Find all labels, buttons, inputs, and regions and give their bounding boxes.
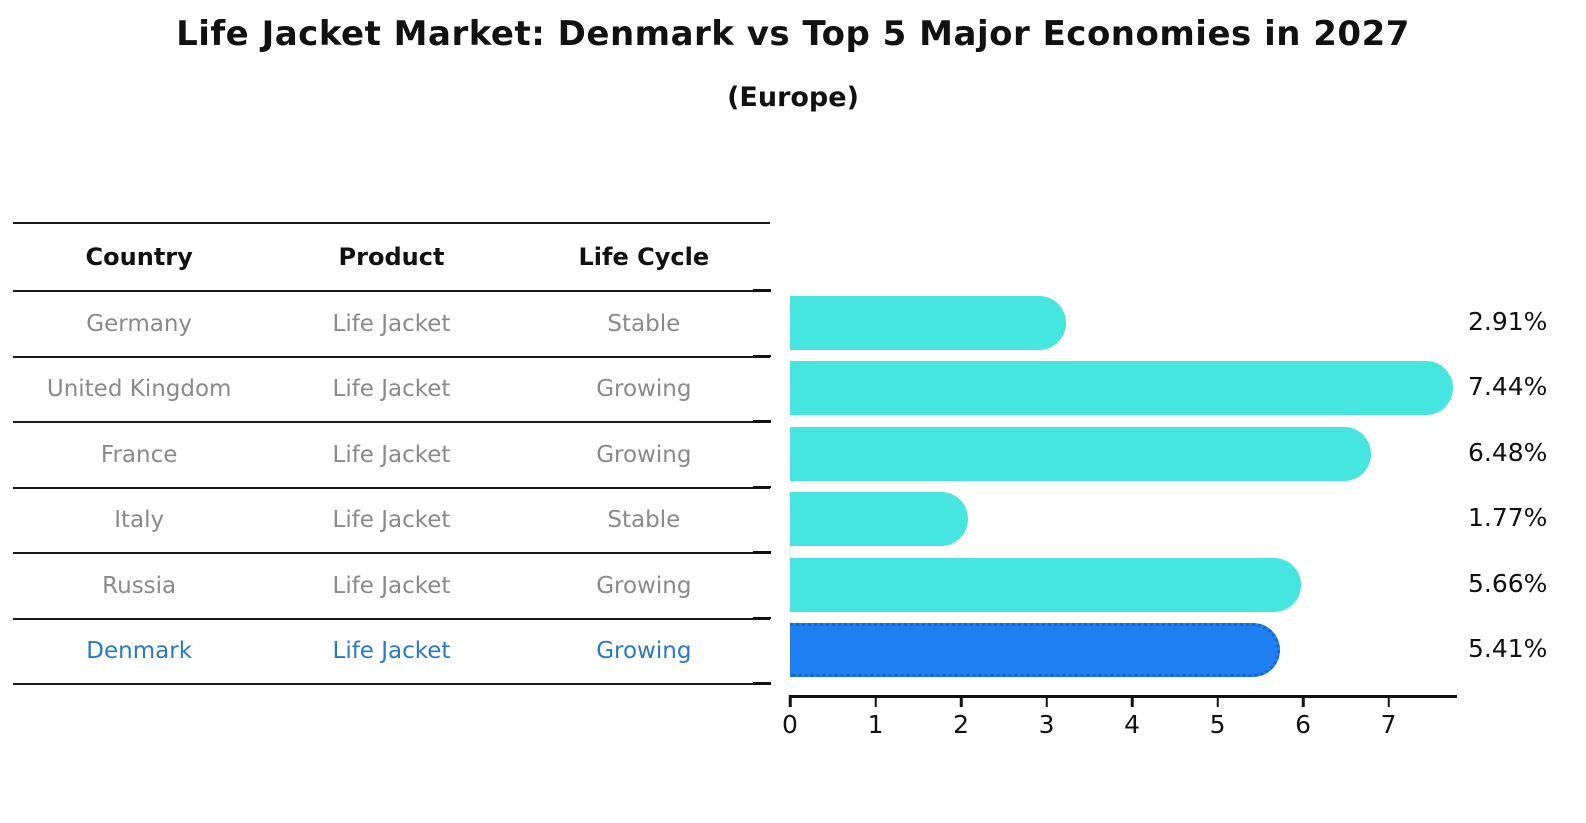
cell-country: United Kingdom xyxy=(46,376,232,403)
cell-country: Italy xyxy=(114,507,165,534)
x-axis-tick-label: 2 xyxy=(953,710,969,739)
x-axis-tick xyxy=(874,695,877,707)
cell-country: Germany xyxy=(86,310,193,337)
bar-value-label: 5.41% xyxy=(1468,634,1548,664)
column-header-lifecycle: Life Cycle xyxy=(578,243,710,271)
cell-lifecycle: Growing xyxy=(596,376,692,403)
cell-product: Life Jacket xyxy=(332,441,451,468)
cell-product: Life Jacket xyxy=(332,376,451,403)
bar-value-label: 5.66% xyxy=(1468,568,1548,598)
x-axis-tick-label: 6 xyxy=(1295,710,1312,739)
table-row: Italy Life Jacket Stable xyxy=(13,489,770,554)
table-row: Germany Life Jacket Stable xyxy=(13,292,770,358)
table-header-row: Country Product Life Cycle xyxy=(13,224,770,292)
y-axis-tick xyxy=(753,485,771,488)
x-axis-tick-label: 5 xyxy=(1209,710,1226,739)
x-axis-tick xyxy=(1301,695,1305,707)
cell-country: Russia xyxy=(102,572,177,599)
bar-germany xyxy=(790,295,1066,350)
y-axis-tick xyxy=(753,616,771,619)
table-row: Denmark Life Jacket Growing xyxy=(13,620,770,685)
x-axis-tick xyxy=(959,695,963,707)
cell-product: Life Jacket xyxy=(332,507,451,534)
bar-united-kingdom xyxy=(790,361,1454,416)
x-axis-tick-label: 1 xyxy=(867,710,884,739)
bar-france xyxy=(790,426,1372,481)
page-title: Life Jacket Market: Denmark vs Top 5 Maj… xyxy=(176,14,1410,54)
bar-denmark xyxy=(790,623,1280,678)
cell-country: Denmark xyxy=(86,638,193,665)
x-axis-tick xyxy=(1045,695,1048,707)
x-axis-tick-label: 7 xyxy=(1380,710,1397,739)
column-header-product: Product xyxy=(338,243,445,271)
cell-product: Life Jacket xyxy=(332,638,451,665)
x-axis-tick xyxy=(1216,695,1219,707)
cell-product: Life Jacket xyxy=(332,310,451,337)
y-axis-tick xyxy=(753,682,771,685)
x-axis-tick-label: 0 xyxy=(782,710,798,739)
table-row: United Kingdom Life Jacket Growing xyxy=(13,358,770,423)
table-row: France Life Jacket Growing xyxy=(13,423,770,489)
table-row: Russia Life Jacket Growing xyxy=(13,554,770,620)
x-axis-tick-label: 3 xyxy=(1038,710,1055,739)
cell-lifecycle: Growing xyxy=(596,638,692,665)
y-axis-tick xyxy=(753,354,771,357)
bar-value-label: 2.91% xyxy=(1468,306,1548,336)
country-info-table: Country Product Life Cycle Germany Life J… xyxy=(13,222,770,685)
x-axis-tick xyxy=(1130,695,1134,707)
bar-value-label: 7.44% xyxy=(1468,372,1548,402)
page-subtitle: (Europe) xyxy=(727,82,859,113)
bar-value-label: 6.48% xyxy=(1468,437,1548,467)
y-axis-tick xyxy=(753,551,771,554)
cell-product: Life Jacket xyxy=(332,572,451,599)
x-axis-tick-label: 4 xyxy=(1124,710,1140,739)
cell-lifecycle: Stable xyxy=(607,507,681,534)
column-header-country: Country xyxy=(85,243,193,271)
cell-lifecycle: Growing xyxy=(596,572,692,599)
x-axis-tick xyxy=(788,695,792,707)
y-axis-tick xyxy=(753,289,771,292)
cell-lifecycle: Stable xyxy=(607,310,681,337)
cell-lifecycle: Growing xyxy=(596,441,692,468)
cell-country: France xyxy=(100,441,178,468)
bar-russia xyxy=(790,557,1301,612)
table-body: Germany Life Jacket Stable United Kingdom Li… xyxy=(13,292,770,685)
bar-value-label: 1.77% xyxy=(1468,503,1548,533)
bar-chart-plot-area: 0 1 2 3 4 5 6 7 xyxy=(753,289,1457,739)
y-axis-tick xyxy=(753,420,771,423)
x-axis-tick xyxy=(1387,695,1390,707)
bar-italy xyxy=(790,492,969,547)
